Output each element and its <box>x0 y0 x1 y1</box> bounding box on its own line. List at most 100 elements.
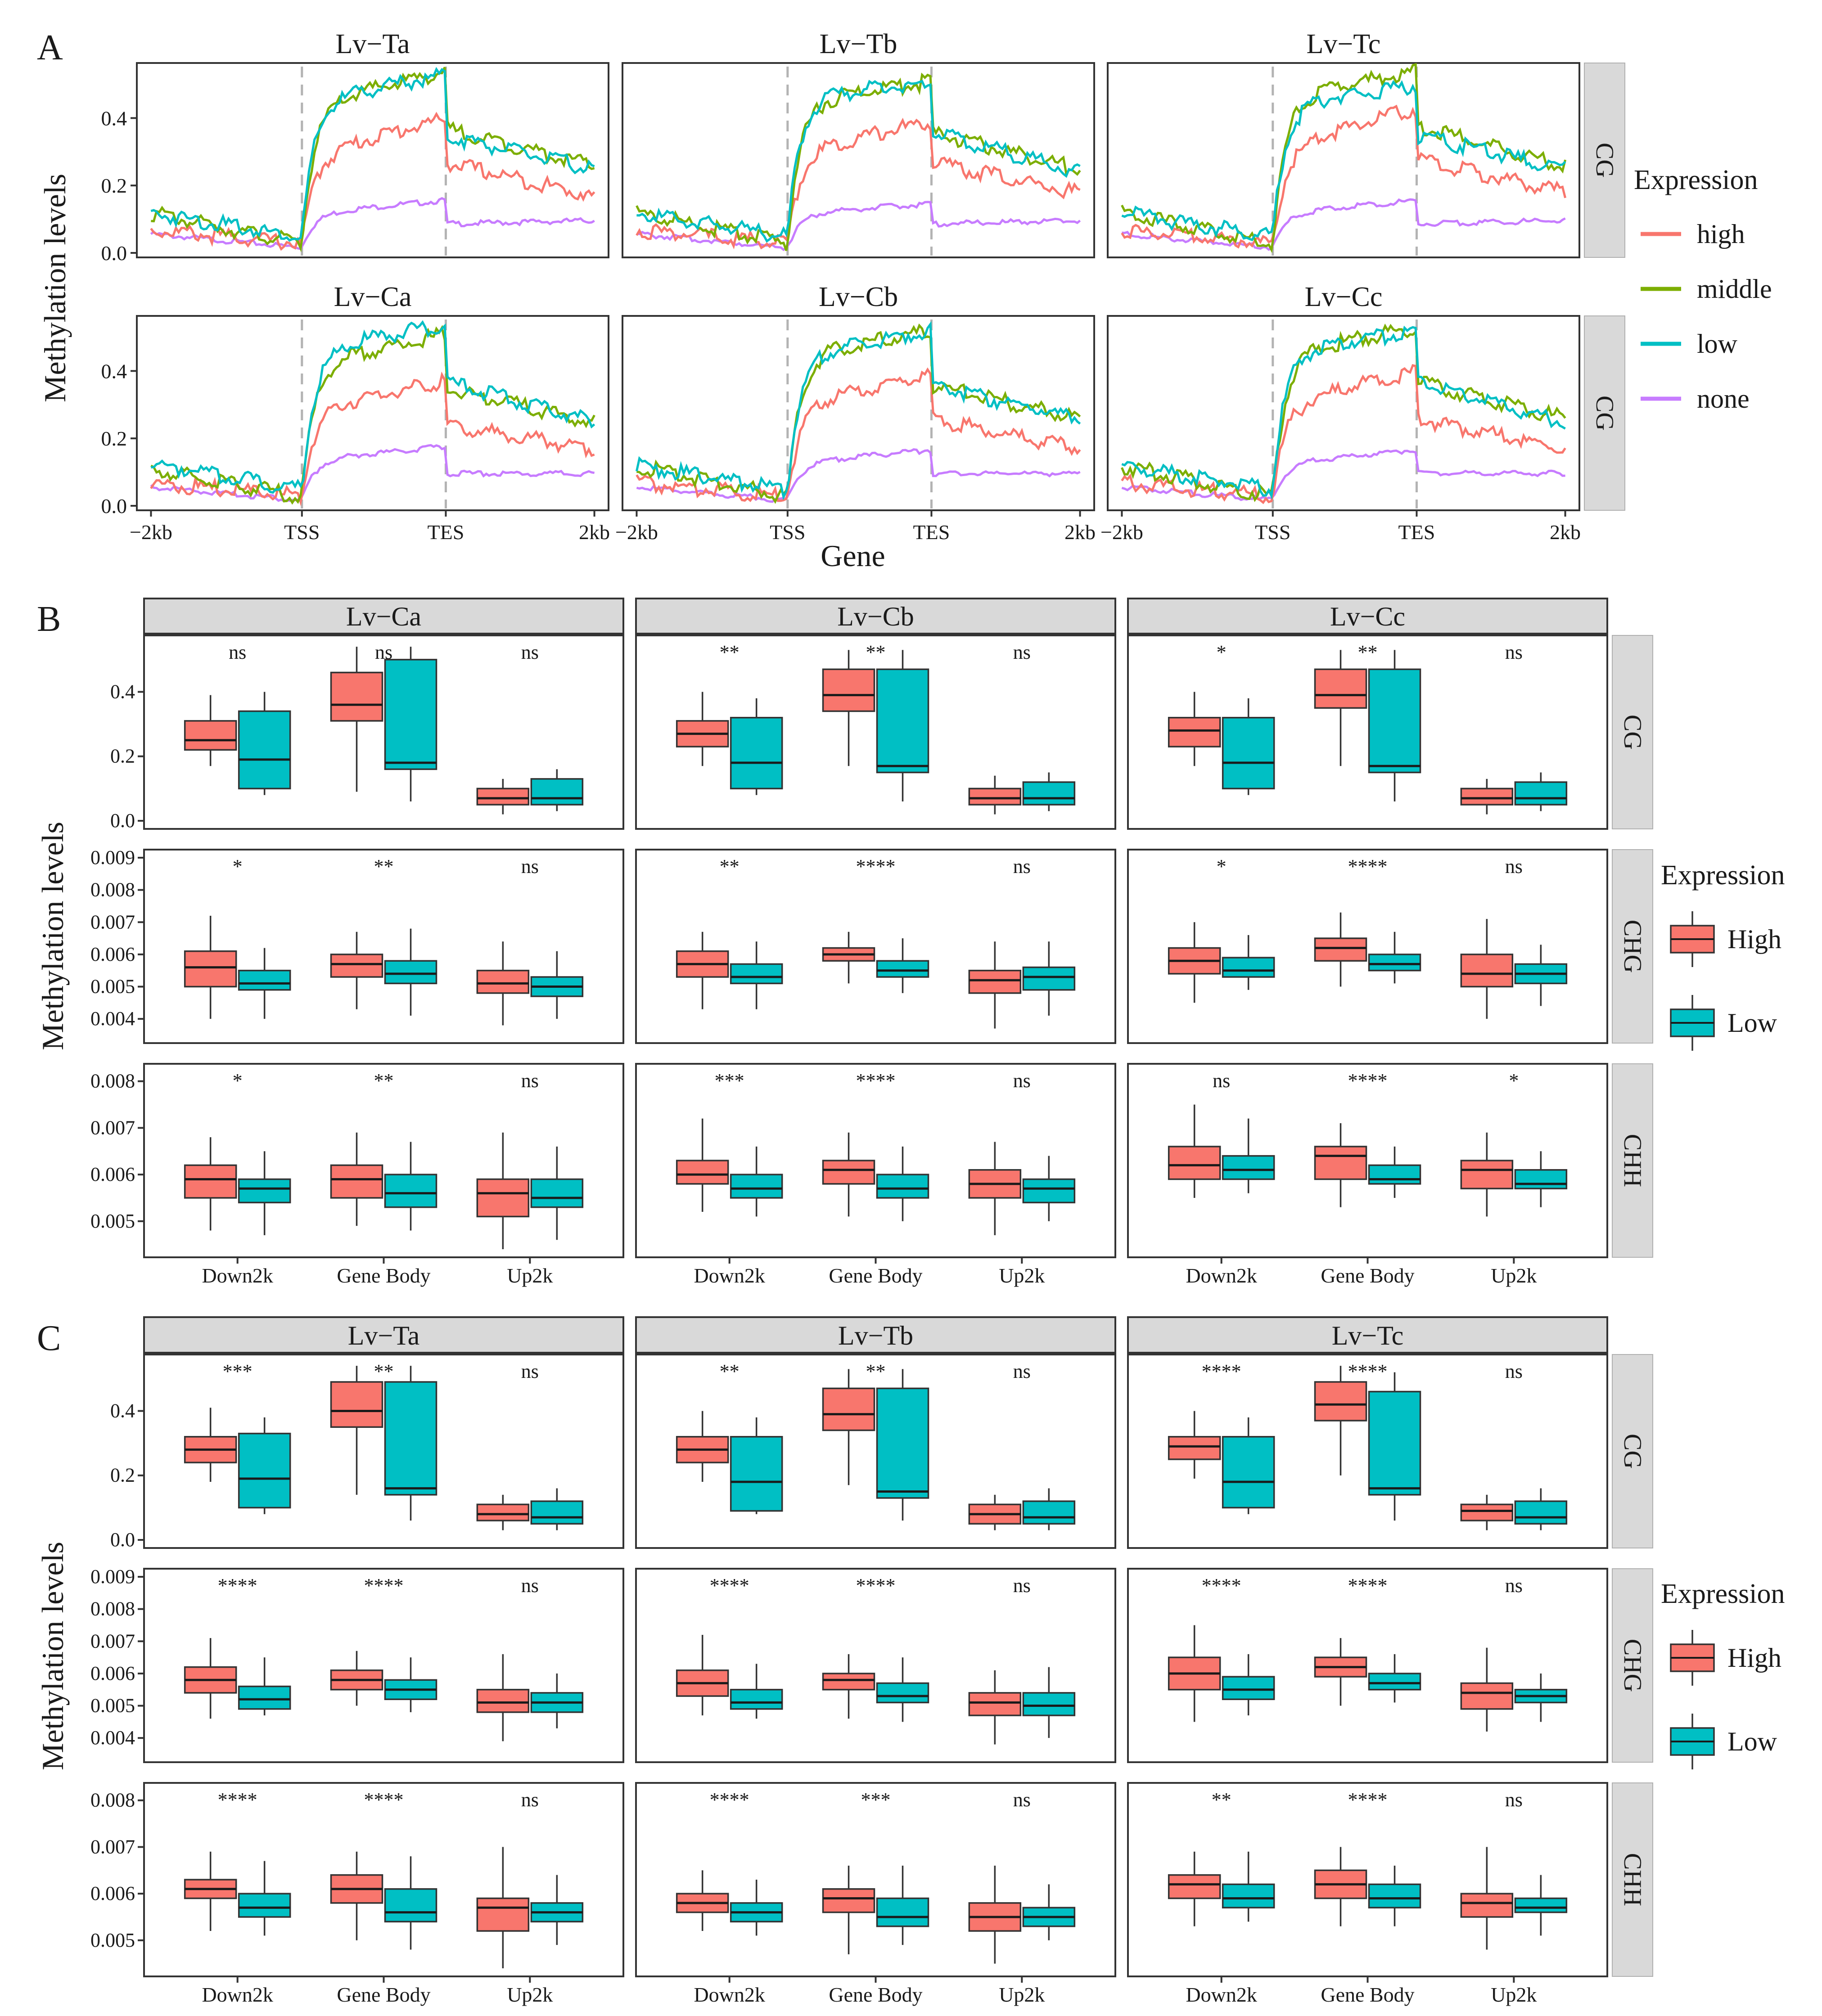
box-high <box>184 1164 237 1199</box>
significance-label: ** <box>720 1360 740 1382</box>
significance-label: ** <box>720 855 740 878</box>
significance-label: **** <box>710 1789 749 1811</box>
significance-label: *** <box>861 1789 891 1811</box>
box-low <box>1222 1883 1275 1908</box>
row-strip <box>1612 1782 1653 1977</box>
significance-label: ns <box>1013 1360 1031 1382</box>
x-tick-label: TES <box>913 521 950 544</box>
significance-label: ns <box>521 1789 539 1811</box>
box-high <box>822 1888 875 1913</box>
box-high <box>822 668 875 712</box>
facet-frame <box>143 1063 624 1258</box>
line-series-low <box>151 320 595 494</box>
significance-label: ns <box>1505 1789 1523 1811</box>
y-tick-label: 0.006 <box>90 943 135 965</box>
significance-label: ns <box>1013 641 1031 663</box>
legend-label: high <box>1697 219 1745 249</box>
facet-title: Lv−Cc <box>1305 282 1383 312</box>
panel-label: B <box>37 599 61 639</box>
significance-label: **** <box>710 1575 749 1597</box>
column-strip-label: Lv−Tc <box>1332 1321 1404 1350</box>
y-tick-label: 0.4 <box>110 1400 135 1422</box>
category-label: Down2k <box>1186 1983 1257 2006</box>
box-high <box>476 1688 530 1713</box>
line-series-middle <box>1121 63 1567 253</box>
box-low <box>384 659 437 770</box>
box-high <box>822 1673 875 1691</box>
box-high <box>184 950 237 988</box>
facet-title: Lv−Tb <box>820 29 897 59</box>
row-strip <box>1612 635 1653 829</box>
facet-title: Lv−Ta <box>336 29 410 59</box>
box-high <box>476 1503 530 1521</box>
significance-label: ns <box>1013 1789 1031 1811</box>
line-series-low <box>1121 80 1566 242</box>
y-tick-label: 0.0 <box>110 810 135 832</box>
y-tick-label: 0.007 <box>90 1630 135 1652</box>
significance-label: ** <box>866 1360 886 1382</box>
box-high <box>330 671 383 722</box>
box-high <box>330 1381 383 1428</box>
box-high <box>184 720 237 751</box>
y-tick-label: 0.008 <box>90 1070 135 1092</box>
box-low <box>730 717 783 790</box>
box-low <box>1222 1676 1275 1700</box>
column-strip <box>635 1316 1116 1354</box>
significance-label: ** <box>374 855 394 878</box>
category-label: Gene Body <box>829 1983 922 2006</box>
row-strip <box>1612 849 1653 1044</box>
significance-label: * <box>1217 855 1227 878</box>
legend-label: Low <box>1727 1008 1777 1038</box>
y-tick-label: 0.005 <box>90 1695 135 1717</box>
significance-label: **** <box>218 1575 257 1597</box>
row-strip-label: CG <box>1591 143 1619 178</box>
significance-label: ns <box>521 1070 539 1092</box>
x-tick-label: 2kb <box>1550 521 1581 544</box>
box-low <box>238 969 291 991</box>
significance-label: * <box>1509 1070 1519 1092</box>
box-low <box>876 1387 929 1499</box>
y-tick-label: 0.007 <box>90 911 135 933</box>
x-tick-label: TSS <box>1255 521 1290 544</box>
significance-label: **** <box>1348 1575 1388 1597</box>
box-low <box>1368 1883 1421 1908</box>
box-high <box>476 788 530 806</box>
significance-label: ** <box>374 1360 394 1382</box>
x-tick-label: 2kb <box>1064 521 1096 544</box>
y-tick-label: 0.4 <box>101 360 127 382</box>
category-label: Up2k <box>507 1983 553 2006</box>
box-low <box>1514 781 1568 806</box>
facet-frame <box>143 1568 624 1763</box>
y-tick-label: 0.008 <box>90 1598 135 1620</box>
legend-label: Low <box>1727 1727 1777 1756</box>
category-label: Up2k <box>1491 1264 1537 1287</box>
box-low <box>876 1897 929 1927</box>
significance-label: ns <box>521 855 539 878</box>
row-strip <box>1612 1568 1653 1763</box>
legend-label: High <box>1727 924 1781 954</box>
facet-frame <box>1127 849 1608 1044</box>
line-series-none <box>150 197 595 251</box>
significance-label: ns <box>1213 1070 1230 1092</box>
box-high <box>1314 1381 1367 1422</box>
panel-label-a: A <box>37 28 63 68</box>
box-high <box>968 1692 1022 1716</box>
line-series-high <box>1121 104 1567 249</box>
x-tick-label: −2kb <box>130 521 172 544</box>
category-label: Down2k <box>202 1983 273 2006</box>
row-strip <box>1584 315 1625 511</box>
significance-label: **** <box>856 1575 896 1597</box>
y-axis-title: Methylation levels <box>38 174 72 402</box>
row-strip-label: CG <box>1619 1434 1646 1469</box>
y-tick-label: 0.2 <box>110 1464 135 1486</box>
column-strip <box>1127 598 1608 634</box>
x-tick-label: TES <box>1398 521 1435 544</box>
significance-label: **** <box>1348 855 1388 878</box>
category-label: Down2k <box>202 1264 273 1287</box>
x-tick-label: −2kb <box>1100 521 1143 544</box>
box-high <box>1168 1146 1221 1180</box>
legend-label: low <box>1697 329 1738 359</box>
box-low <box>876 960 929 978</box>
row-strip-label: CHH <box>1619 1853 1646 1906</box>
line-series-none <box>636 201 1081 251</box>
